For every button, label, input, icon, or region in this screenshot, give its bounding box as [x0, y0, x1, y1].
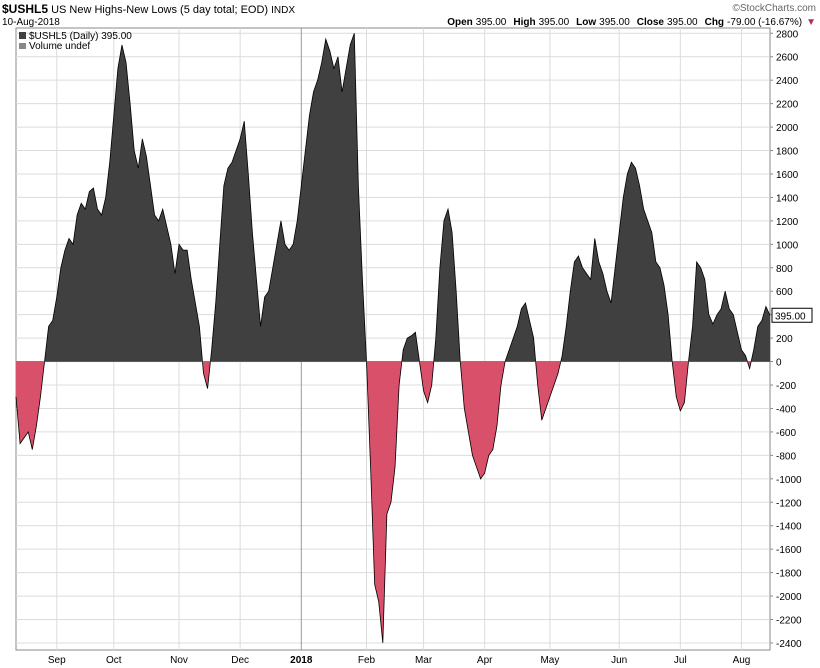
copyright: ©StockCharts.com — [732, 3, 816, 14]
y-tick-label: 1800 — [776, 147, 799, 158]
y-tick-label: 1600 — [776, 170, 799, 181]
y-tick-label: -1800 — [776, 569, 802, 580]
symbol: $USHL5 — [2, 2, 48, 16]
y-tick-label: 2000 — [776, 123, 799, 134]
y-tick-label: 600 — [776, 287, 793, 298]
x-tick-label: Mar — [415, 655, 433, 666]
line — [15, 33, 771, 644]
legend-swatch — [19, 43, 26, 49]
legend-volume: Volume undef — [29, 41, 90, 52]
date: 10-Aug-2018 — [2, 17, 60, 28]
y-tick-label: -2400 — [776, 639, 802, 650]
legend: $USHL5 (Daily) 395.00 Volume undef — [19, 31, 132, 52]
chart-title: $USHL5 US New Highs-New Lows (5 day tota… — [2, 2, 295, 16]
y-tick-label: 2400 — [776, 76, 799, 87]
legend-swatch — [19, 32, 26, 39]
x-tick-label: May — [540, 655, 559, 666]
quote-value: 395.00 — [599, 17, 630, 28]
y-tick-label: 1400 — [776, 193, 799, 204]
x-tick-label: Apr — [477, 655, 493, 666]
y-tick-label: 800 — [776, 264, 793, 275]
quote-label: High — [513, 17, 535, 28]
y-tick-label: -400 — [776, 404, 796, 415]
y-tick-label: 2200 — [776, 100, 799, 111]
exchange: INDX — [271, 5, 295, 16]
quote-value: -79.00 (-16.67%) — [727, 17, 802, 28]
y-tick-label: 2600 — [776, 53, 799, 64]
y-tick-label: 2800 — [776, 29, 799, 40]
x-tick-label: Dec — [231, 655, 249, 666]
quote: Open 395.00 High 395.00 Low 395.00 Close 395.00… — [447, 17, 816, 28]
name: US New Highs-New Lows (5 day total; EOD) — [51, 4, 268, 16]
quote-label: Low — [576, 17, 596, 28]
data — [15, 33, 771, 644]
y-tick-label: -600 — [776, 428, 796, 439]
price-tag-box — [771, 307, 813, 323]
quote-label: Close — [637, 17, 665, 28]
x-tick-label: 2018 — [290, 655, 313, 666]
quote-value: 395.00 — [539, 17, 570, 28]
x-tick-label: Aug — [733, 655, 751, 666]
y-tick-label: -2200 — [776, 616, 802, 627]
y-tick-label: 1000 — [776, 240, 799, 251]
x-tick-label: Nov — [170, 655, 188, 666]
price-tag: 395.00 — [775, 311, 806, 322]
y-tick-label: -1400 — [776, 522, 802, 533]
x-tick-label: Jun — [611, 655, 627, 666]
y-tick-label: -2000 — [776, 592, 802, 603]
quote-label: Chg — [705, 17, 724, 28]
down-arrow: ▼ — [806, 17, 816, 28]
y-tick-label: -1000 — [776, 475, 802, 486]
y-tick-label: -1200 — [776, 498, 802, 509]
legend-main: $USHL5 (Daily) 395.00 — [29, 31, 132, 42]
x-tick-label: Feb — [358, 655, 376, 666]
y-tick-label: 200 — [776, 334, 793, 345]
x-tick-label: Jul — [674, 655, 687, 666]
y-tick-label: -800 — [776, 451, 796, 462]
quote-label: Open — [447, 17, 473, 28]
quote-value: 395.00 — [476, 17, 507, 28]
x-tick-label: Oct — [106, 655, 122, 666]
y-tick-label: -1600 — [776, 545, 802, 556]
y-tick-label: 1200 — [776, 217, 799, 228]
y-tick-label: -200 — [776, 381, 796, 392]
x-tick-label: Sep — [48, 655, 66, 666]
y-tick-label: 0 — [776, 358, 782, 369]
quote-value: 395.00 — [667, 17, 698, 28]
area — [16, 33, 770, 643]
